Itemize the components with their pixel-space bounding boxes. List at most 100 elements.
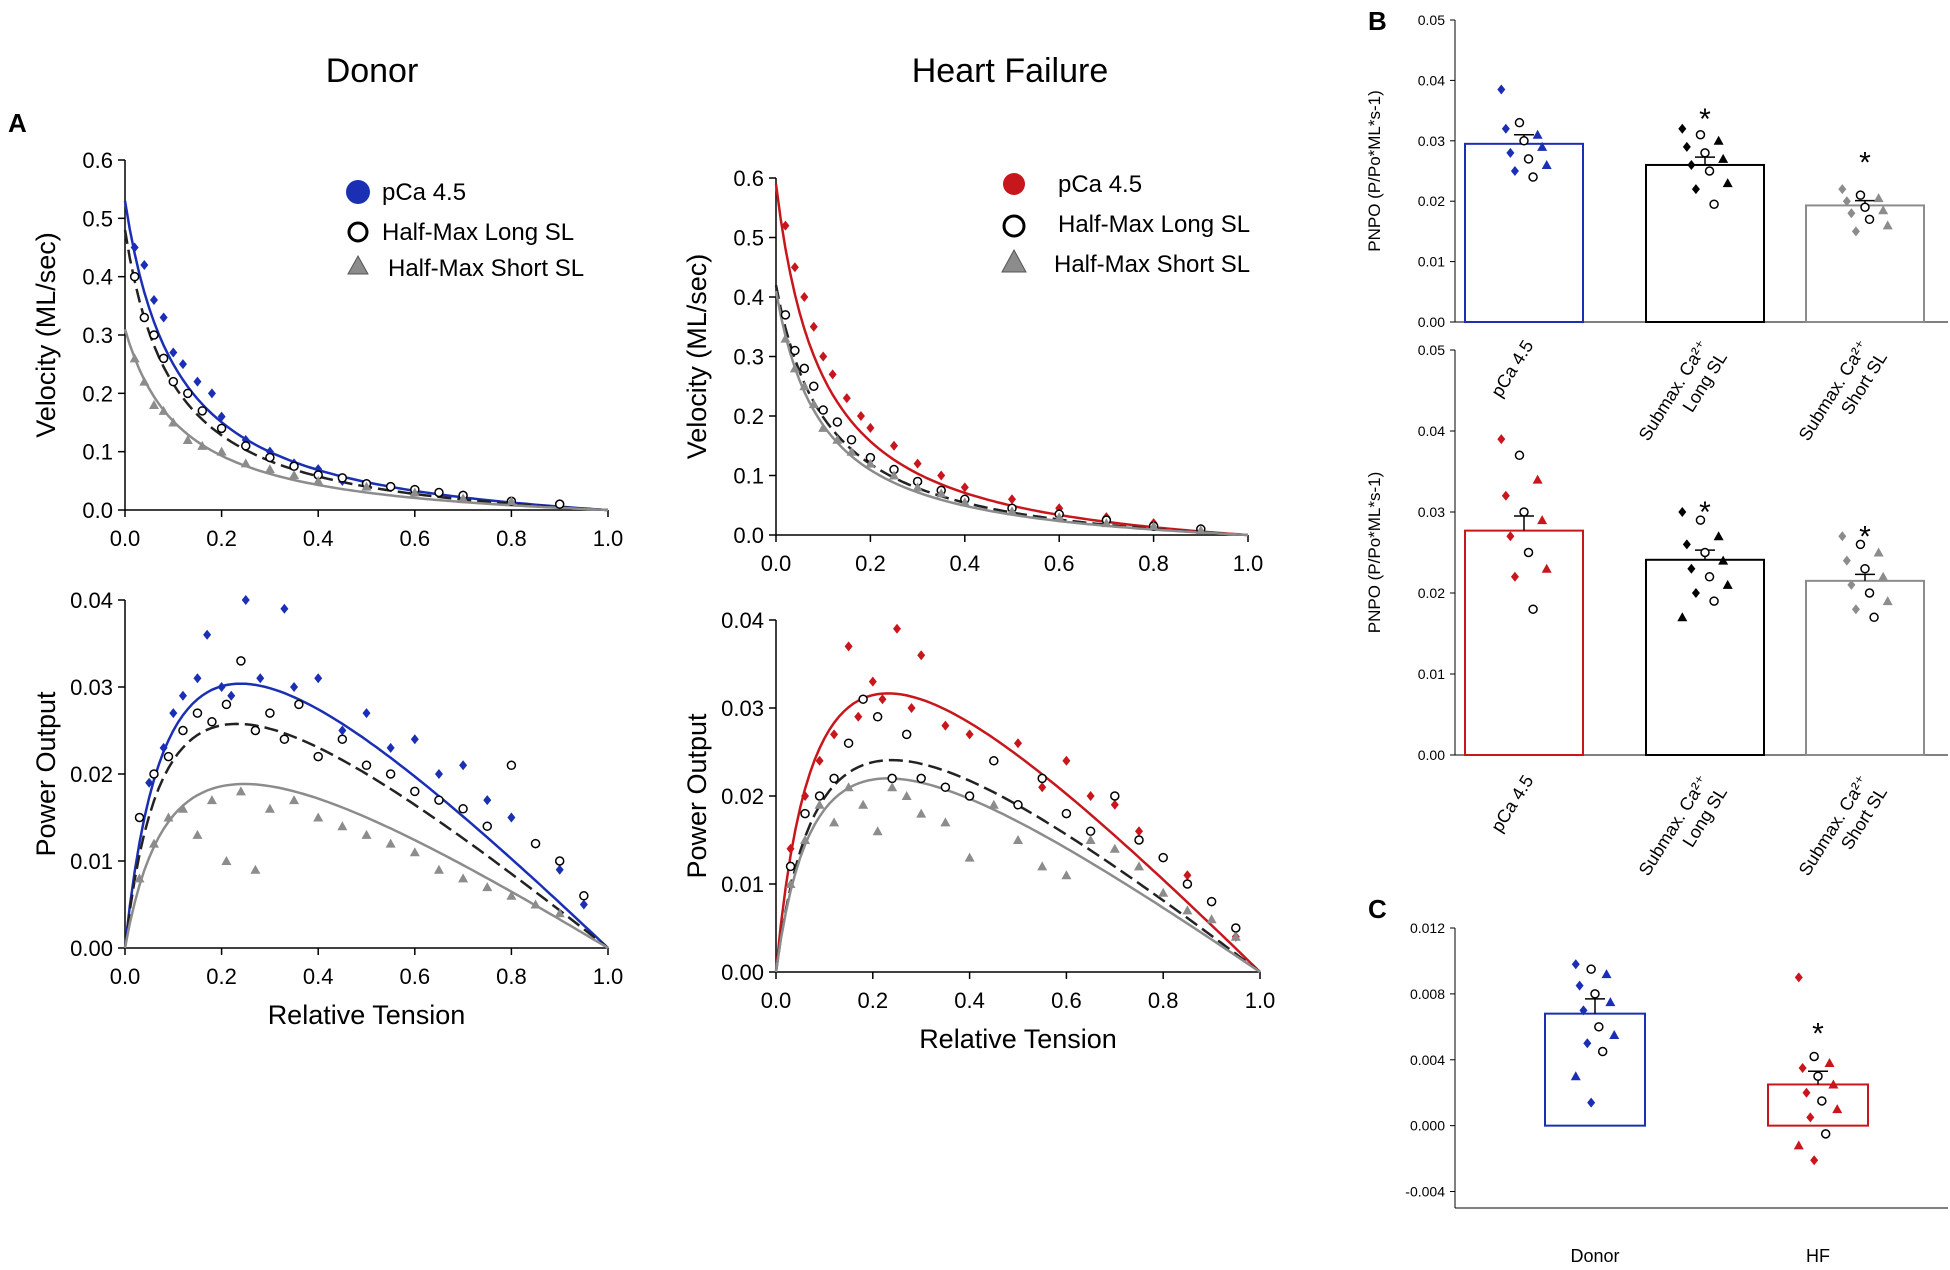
- data-point: [163, 751, 174, 762]
- data-point: [361, 829, 372, 839]
- data-point: [1183, 870, 1192, 881]
- y-tick-label: 0.01: [70, 849, 113, 874]
- fit-curve: [774, 692, 1261, 973]
- data-point: [1832, 1104, 1843, 1114]
- data-point: [1497, 434, 1506, 445]
- data-point: [843, 782, 854, 792]
- data-point: [1838, 184, 1847, 195]
- data-point: [1195, 525, 1206, 535]
- data-point: [1110, 799, 1119, 810]
- data-point: [1231, 923, 1241, 933]
- data-point: [178, 690, 187, 701]
- data-point: [362, 708, 371, 719]
- data-point: [1851, 604, 1860, 615]
- data-point: [290, 682, 299, 692]
- data-point: [140, 260, 149, 270]
- legend-marker-pca: [346, 180, 370, 204]
- data-point: [216, 423, 227, 434]
- data-point: [901, 729, 912, 740]
- data-point: [940, 782, 951, 792]
- y-tick-label: 0.000: [1410, 1118, 1445, 1134]
- data-point: [1528, 172, 1538, 182]
- y-axis-label: Velocity (ML/sec): [682, 254, 712, 460]
- data-point: [197, 440, 208, 450]
- y-tick-label: 0.6: [82, 148, 113, 173]
- y-tick-label: 0.03: [1418, 504, 1445, 520]
- data-point: [809, 321, 818, 332]
- data-point: [846, 435, 857, 445]
- data-point: [193, 673, 202, 684]
- data-point: [177, 803, 188, 813]
- data-point: [130, 242, 139, 253]
- data-point: [799, 363, 810, 374]
- fit-curve: [123, 200, 609, 512]
- data-point: [250, 864, 261, 874]
- x-tick-label: 0.0: [110, 964, 141, 989]
- category-label: Submax. Ca²⁺Short SL: [1795, 337, 1891, 456]
- legend-label-half-long: Half-Max Long SL: [1058, 211, 1250, 238]
- category-label: pCa 4.5: [1487, 337, 1537, 401]
- data-point: [1182, 879, 1193, 889]
- data-point: [482, 882, 493, 892]
- data-point: [280, 603, 289, 614]
- data-point: [1864, 214, 1875, 225]
- data-point: [1687, 159, 1696, 170]
- data-point: [854, 711, 863, 722]
- data-point: [192, 708, 203, 718]
- data-point: [893, 623, 901, 634]
- data-point: [1713, 531, 1724, 541]
- data-point: [1085, 826, 1096, 836]
- data-point: [1718, 555, 1729, 565]
- data-point: [192, 829, 203, 839]
- data-point: [279, 734, 290, 744]
- data-point: [913, 458, 922, 469]
- y-tick-label: -0.004: [1405, 1184, 1445, 1200]
- data-point: [780, 310, 791, 320]
- x-tick-label: 0.4: [954, 988, 985, 1013]
- donor-power-plot: 0.0 0.2 0.4 0.6 0.8 1.0 0.00 0.01 0.02 0.03 0.04 Po…: [31, 588, 623, 1030]
- legend-label-half-short: Half-Max Short SL: [1054, 251, 1250, 278]
- data-point: [1677, 612, 1688, 622]
- x-tick-label: 1.0: [1245, 988, 1276, 1013]
- data-point: [1605, 997, 1616, 1007]
- data-point: [264, 803, 275, 813]
- data-point: [134, 873, 145, 883]
- data-point: [1587, 1097, 1596, 1108]
- data-point: [506, 890, 517, 900]
- data-point: [1860, 202, 1870, 212]
- data-point: [814, 799, 825, 809]
- y-tick-label: 0.6: [733, 166, 764, 191]
- category-label: Donor: [1570, 1246, 1619, 1266]
- data-point: [1597, 1046, 1608, 1057]
- data-point: [1704, 166, 1715, 176]
- data-point: [1793, 1140, 1804, 1150]
- data-point: [158, 405, 169, 415]
- data-point: [1882, 596, 1893, 606]
- data-point: [1135, 826, 1143, 837]
- data-point: [1062, 755, 1071, 766]
- data-point: [959, 497, 970, 507]
- significance-star: *: [1699, 496, 1711, 529]
- data-point: [916, 808, 927, 818]
- data-point: [385, 838, 396, 848]
- y-tick-label: 0.012: [1410, 920, 1445, 936]
- data-point: [149, 295, 158, 305]
- data-point: [338, 725, 347, 736]
- data-point: [182, 435, 193, 444]
- data-point: [434, 769, 443, 779]
- y-tick-label: 0.00: [721, 960, 764, 985]
- column-title-heart-failure: Heart Failure: [912, 52, 1109, 90]
- data-point: [1571, 959, 1580, 970]
- data-point: [937, 470, 946, 481]
- data-point: [434, 487, 444, 498]
- y-tick-label: 0.3: [82, 323, 113, 348]
- data-point: [1590, 989, 1600, 999]
- data-point: [458, 493, 469, 503]
- y-tick-label: 0.03: [721, 696, 764, 721]
- fit-curve: [123, 782, 609, 950]
- data-point: [1007, 506, 1017, 516]
- data-point: [1085, 835, 1096, 844]
- data-point: [158, 353, 169, 364]
- y-axis-label: PNPO (P/Po*ML*s-1): [1365, 472, 1384, 634]
- data-point: [1523, 154, 1534, 164]
